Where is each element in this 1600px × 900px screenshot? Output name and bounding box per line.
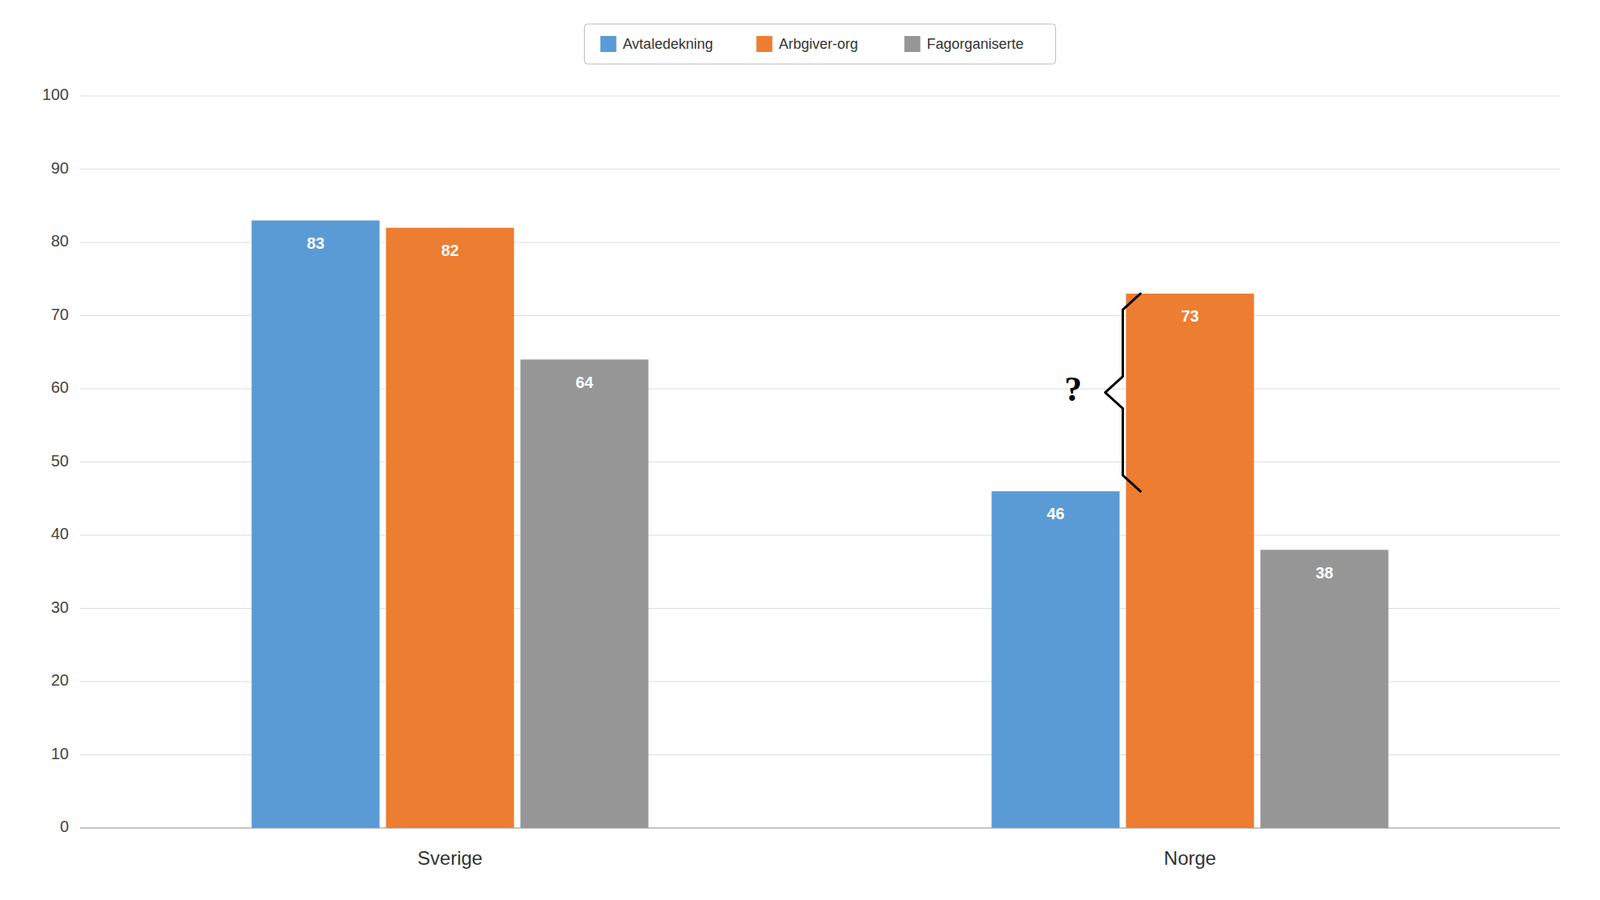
y-tick-label: 60	[51, 378, 69, 396]
y-tick-label: 70	[51, 305, 69, 324]
grid	[80, 96, 1560, 828]
y-tick-label: 80	[51, 232, 69, 250]
y-tick-label: 30	[51, 598, 69, 616]
legend: Avtaledekning Arbgiver-org Fagorganiserte	[584, 24, 1056, 64]
data-label: 83	[306, 234, 324, 252]
x-tick-label: Norge	[1164, 847, 1216, 869]
brace	[1105, 293, 1141, 492]
bar	[386, 228, 515, 828]
y-tick-label: 10	[51, 744, 69, 763]
y-tick-label: 90	[51, 159, 69, 177]
data-label: 46	[1046, 504, 1064, 523]
data-labels: 83 46 82 73 64 38	[306, 234, 1333, 582]
legend-swatch	[600, 36, 616, 52]
grid-line	[80, 828, 1560, 829]
chart: 0 10 20 30 40 50 60 70 80 90 100 83 46 82 73 64 38 Sverig…	[0, 0, 1600, 900]
legend-label: Fagorganiserte	[926, 36, 1024, 52]
bar	[1126, 293, 1255, 828]
y-tick-label: 20	[51, 671, 69, 689]
legend-label: Avtaledekning	[622, 36, 713, 52]
data-label: 82	[440, 241, 459, 260]
legend-swatch	[756, 36, 772, 52]
data-label: 38	[1315, 564, 1333, 582]
y-tick-label: 50	[51, 452, 69, 470]
y-tick-label: 40	[51, 524, 69, 543]
bar	[252, 220, 380, 828]
y-tick-label: 0	[60, 817, 69, 836]
x-axis-line	[80, 828, 1560, 829]
bar	[1260, 549, 1389, 828]
data-label: 73	[1180, 307, 1199, 325]
legend-frame	[584, 24, 1056, 64]
bar	[992, 491, 1120, 828]
grid-line	[80, 168, 1560, 170]
y-tick-label: 100	[42, 85, 69, 104]
bar	[520, 359, 649, 828]
bars	[252, 220, 1389, 828]
grid-line	[80, 96, 1560, 97]
data-label: 64	[575, 373, 594, 392]
annotation: ?	[1064, 369, 1083, 409]
x-tick-label: Sverige	[417, 847, 483, 869]
legend-label: Arbgiver-org	[778, 36, 858, 52]
legend-swatch	[904, 36, 920, 52]
